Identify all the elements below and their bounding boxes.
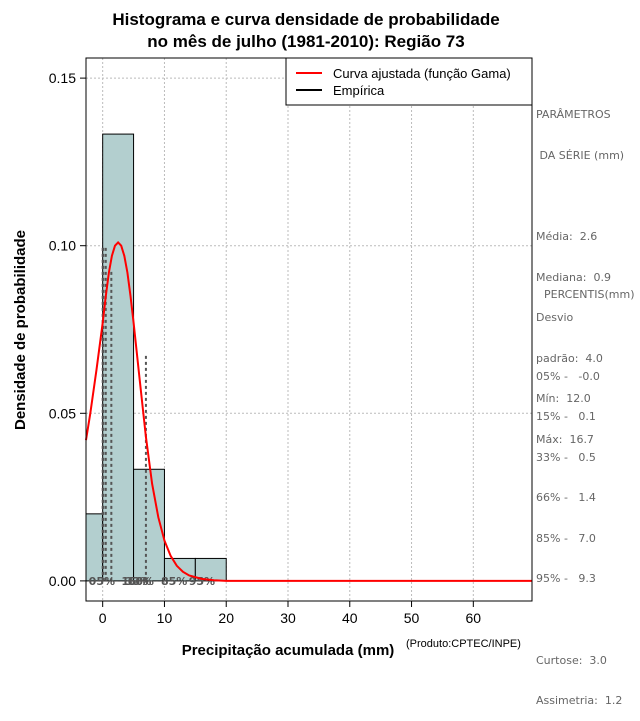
percentis-panel: PERCENTIS(mm) 05% - -0.0 15% - 0.1 33% -… bbox=[536, 261, 635, 721]
percentil-33: 33% - 0.5 bbox=[536, 450, 596, 464]
y-tick-label-1: 0.05 bbox=[49, 405, 76, 421]
chart-title-line-2: no mês de julho (1981-2010): Região 73 bbox=[147, 32, 464, 51]
y-axis-title: Densidade de probabilidade bbox=[12, 230, 29, 430]
axis-ticks: 0 10 20 30 40 50 60 0.00 0.05 0.10 0.15 bbox=[49, 70, 482, 626]
percentil-95: 95% - 9.3 bbox=[536, 572, 596, 585]
percentil-15: 15% - 0.1 bbox=[536, 410, 596, 423]
histogram-bar-2 bbox=[133, 468, 165, 582]
stat-assimetria: Assimetria: 1.2 bbox=[536, 694, 623, 707]
side-panel: PARÂMETROS DA SÉRIE (mm) Média: 2.6 Medi… bbox=[536, 81, 624, 460]
stat-curtose: Curtose: 3.0 bbox=[536, 653, 607, 667]
legend-empirical-label: Empírica bbox=[333, 83, 385, 98]
gamma-curve-layer bbox=[85, 240, 532, 582]
x-tick-label-60: 60 bbox=[466, 610, 482, 626]
legend-box bbox=[285, 57, 533, 106]
histogram-bar-1 bbox=[102, 133, 135, 582]
params-title-1: PARÂMETROS bbox=[536, 108, 611, 121]
x-tick-label-40: 40 bbox=[342, 610, 358, 626]
histogram-chart: 05% 15%33%66% 85% 95% 0 10 20 30 40 50 600.000.05… bbox=[12, 10, 533, 659]
x-tick-label-20: 20 bbox=[218, 610, 234, 626]
legend: Curva ajustada (função Gama) Empírica bbox=[285, 57, 533, 106]
param-mediana: Mediana: 0.9 bbox=[536, 270, 611, 284]
params-title-2: DA SÉRIE (mm) bbox=[536, 148, 625, 162]
percentile-label-4: 85% bbox=[161, 575, 187, 588]
percentile-label-3: 66% bbox=[128, 575, 154, 588]
x-tick-label-30: 30 bbox=[280, 610, 296, 626]
percentis-title: PERCENTIS(mm) bbox=[544, 288, 635, 301]
x-tick-label-0: 0 bbox=[99, 610, 107, 626]
y-tick-label-0: 0.00 bbox=[49, 573, 76, 589]
percentile-label-2: 33% bbox=[125, 575, 151, 588]
param-min: Mín: 12.0 bbox=[536, 392, 591, 405]
chart-title-line-1: Histograma e curva densidade de probabil… bbox=[112, 10, 499, 29]
param-max: Máx: 16.7 bbox=[536, 432, 594, 446]
legend-gamma-label: Curva ajustada (função Gama) bbox=[333, 66, 511, 81]
histogram-bar-0 bbox=[85, 513, 104, 582]
gamma-curve-line bbox=[85, 240, 532, 582]
param-padrao: padrão: 4.0 bbox=[536, 351, 603, 365]
percentil-66: 66% - 1.4 bbox=[536, 491, 596, 504]
param-media: Média: 2.6 bbox=[536, 230, 598, 243]
x-tick-label-10: 10 bbox=[157, 610, 173, 626]
y-tick-label-3: 0.15 bbox=[49, 70, 76, 86]
histogram-bars bbox=[85, 133, 227, 582]
percentile-label-0: 05% bbox=[89, 575, 115, 588]
y-tick-label-2: 0.10 bbox=[49, 238, 76, 254]
percentil-05: 05% - -0.0 bbox=[536, 369, 600, 383]
x-tick-label-50: 50 bbox=[404, 610, 420, 626]
param-desvio: Desvio bbox=[536, 311, 574, 324]
credit-label: (Produto:CPTEC/INPE) bbox=[406, 638, 521, 650]
x-axis-title: Precipitação acumulada (mm) bbox=[182, 642, 395, 659]
percentil-85: 85% - 7.0 bbox=[536, 531, 596, 545]
percentile-label-1: 15% bbox=[121, 575, 147, 588]
histogram-bar-4 bbox=[194, 557, 227, 582]
